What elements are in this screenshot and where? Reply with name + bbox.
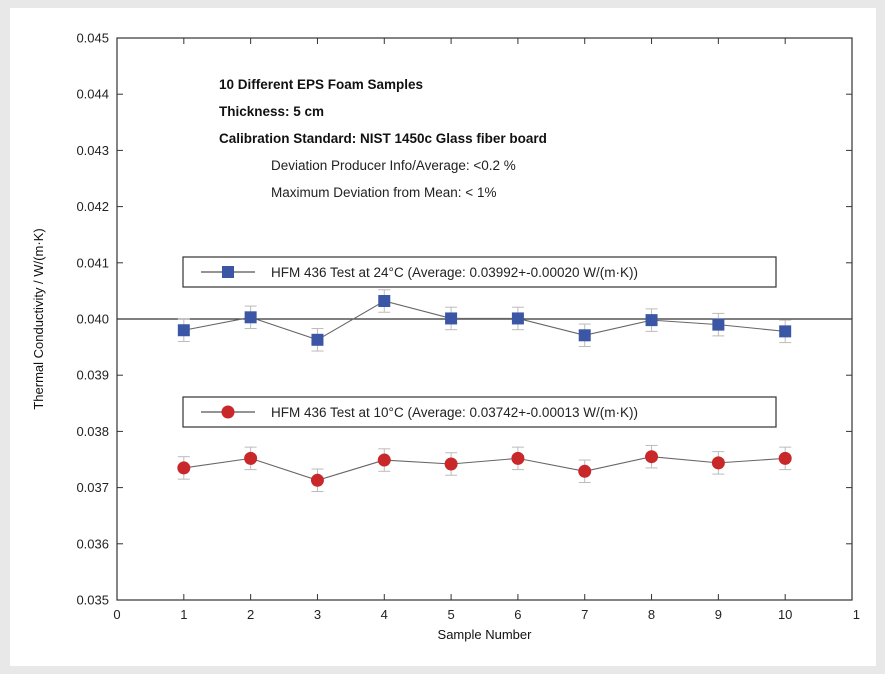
data-point-circle	[177, 461, 191, 475]
x-tick-label: 4	[381, 607, 388, 622]
series-line	[183, 300, 786, 341]
data-point-circle	[444, 457, 458, 471]
y-tick-label: 0.042	[76, 199, 109, 214]
data-point-square	[779, 325, 792, 338]
x-tick-label: 7	[581, 607, 588, 622]
data-point-square	[511, 312, 524, 325]
data-point-circle	[645, 450, 659, 464]
x-tick-label: 6	[514, 607, 521, 622]
chart-frame: 0.035 0.036 0.037 0.038 0.039 0.040 0.041 0.042…	[10, 8, 876, 666]
data-point-circle	[377, 453, 391, 467]
y-tick-label: 0.039	[76, 368, 109, 383]
data-point-square	[378, 295, 391, 308]
data-point-square	[311, 333, 324, 346]
y-axis-label: Thermal Conductivity / W/(m·K)	[31, 228, 46, 409]
y-tick-label: 0.037	[76, 480, 109, 495]
x-tick-label: 10	[778, 607, 792, 622]
annotation-line: Deviation Producer Info/Average: <0.2 %	[271, 158, 516, 173]
y-tick-label: 0.038	[76, 424, 109, 439]
annotation-bold-line: Calibration Standard: NIST 1450c Glass f…	[219, 131, 547, 146]
data-point-circle	[578, 464, 592, 478]
y-tick-label: 0.045	[76, 31, 109, 46]
data-point-circle	[310, 473, 324, 487]
series-line	[183, 456, 786, 481]
x-tick-label: 5	[447, 607, 454, 622]
data-point-square	[445, 312, 458, 325]
data-point-square	[244, 311, 257, 324]
thermal-conductivity-chart: 0.035 0.036 0.037 0.038 0.039 0.040 0.041 0.042…	[31, 31, 860, 643]
y-tick-label: 0.040	[76, 312, 109, 327]
data-point-square	[578, 329, 591, 342]
y-tick-label: 0.043	[76, 143, 109, 158]
legend-label: HFM 436 Test at 24°C (Average: 0.03992+-…	[271, 265, 638, 280]
x-tick-label: 8	[648, 607, 655, 622]
legend-box	[182, 396, 777, 428]
x-tick-label: 0	[113, 607, 120, 622]
x-tick-label: 1	[853, 607, 860, 622]
x-tick-label: 9	[715, 607, 722, 622]
annotation-bold-line: 10 Different EPS Foam Samples	[219, 77, 423, 92]
data-point-square	[712, 318, 725, 331]
y-tick-label: 0.041	[76, 255, 109, 270]
legend-marker-circle	[221, 405, 235, 419]
x-axis-label: Sample Number	[438, 627, 533, 642]
data-point-circle	[711, 456, 725, 470]
legend-box	[182, 256, 777, 288]
data-point-circle	[244, 451, 258, 465]
x-tick-label: 1	[180, 607, 187, 622]
annotation-line: Maximum Deviation from Mean: < 1%	[271, 185, 496, 200]
y-tick-label: 0.036	[76, 536, 109, 551]
x-tick-label: 2	[247, 607, 254, 622]
annotation-bold-line: Thickness: 5 cm	[219, 104, 324, 119]
x-tick-label: 3	[314, 607, 321, 622]
data-point-circle	[778, 451, 792, 465]
y-tick-label: 0.044	[76, 87, 109, 102]
data-point-square	[177, 324, 190, 337]
data-point-square	[645, 314, 658, 327]
legend-marker-square	[222, 266, 234, 278]
y-tick-label: 0.035	[76, 593, 109, 608]
legend-label: HFM 436 Test at 10°C (Average: 0.03742+-…	[271, 405, 638, 420]
data-point-circle	[511, 451, 525, 465]
